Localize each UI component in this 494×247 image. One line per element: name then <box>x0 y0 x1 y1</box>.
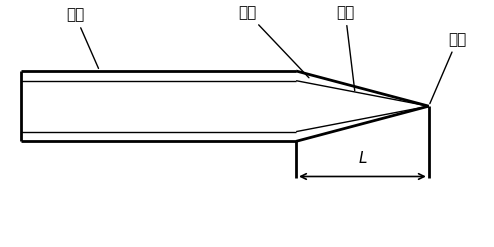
Text: 针尖: 针尖 <box>430 32 467 103</box>
Text: L: L <box>358 151 367 165</box>
Text: 肩部: 肩部 <box>238 5 309 78</box>
Text: 针颈: 针颈 <box>336 5 355 91</box>
Text: 针柄: 针柄 <box>66 7 98 68</box>
